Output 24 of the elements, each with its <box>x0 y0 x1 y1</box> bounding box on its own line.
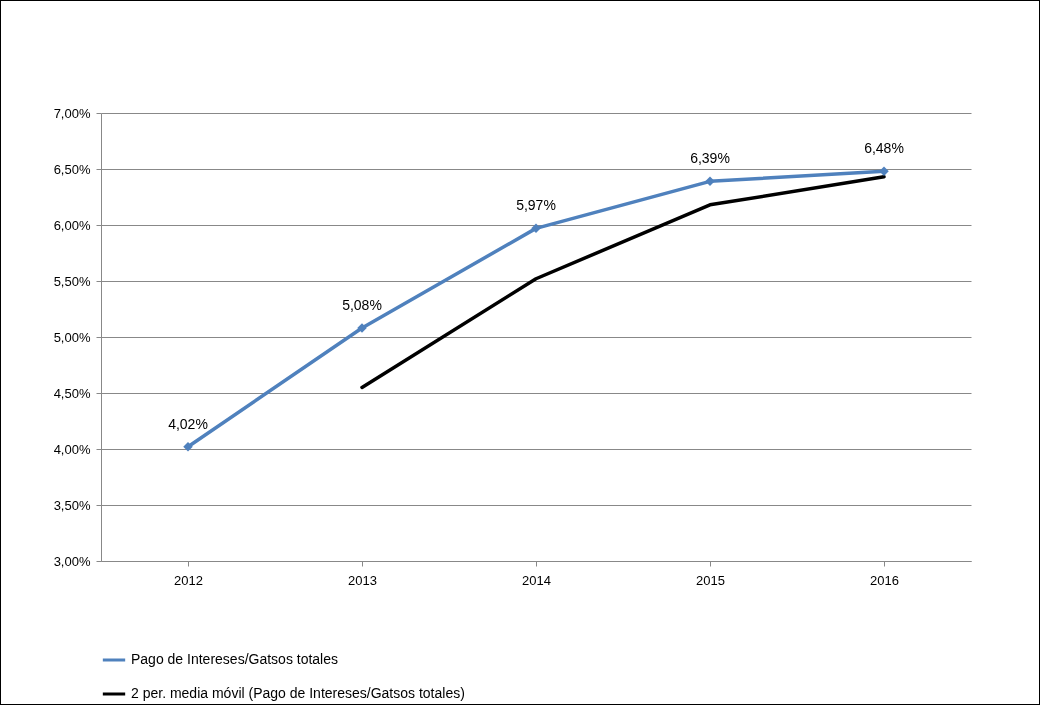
y-tick-label: 6,50% <box>53 161 91 177</box>
data-label: 4,02% <box>168 415 208 432</box>
data-label: 5,97% <box>516 197 556 214</box>
y-tick-label: 3,00% <box>53 553 91 569</box>
y-tick-label: 5,50% <box>53 273 91 289</box>
data-label: 6,48% <box>864 140 904 157</box>
y-tick-label: 5,00% <box>53 329 91 345</box>
data-label: 5,08% <box>342 297 382 314</box>
x-tick-label: 2012 <box>174 572 203 588</box>
y-tick-label: 3,50% <box>53 497 91 513</box>
y-tick-label: 6,00% <box>53 217 91 233</box>
x-tick-label: 2016 <box>870 572 899 588</box>
point <box>705 176 715 187</box>
y-tick-label: 4,50% <box>53 385 91 401</box>
data-label: 6,39% <box>690 150 730 167</box>
legend-label: Pago de Intereses/Gatsos totales <box>131 651 339 667</box>
legend-label: 2 per. media móvil (Pago de Intereses/Gatsos totales) <box>131 685 465 701</box>
y-tick-label: 7,00% <box>53 105 91 121</box>
x-tick-label: 2013 <box>348 572 377 588</box>
point <box>531 223 541 234</box>
point <box>183 442 193 452</box>
x-tick-label: 2015 <box>696 572 725 588</box>
y-tick-label: 4,00% <box>53 441 91 457</box>
x-tick-label: 2014 <box>522 572 551 588</box>
